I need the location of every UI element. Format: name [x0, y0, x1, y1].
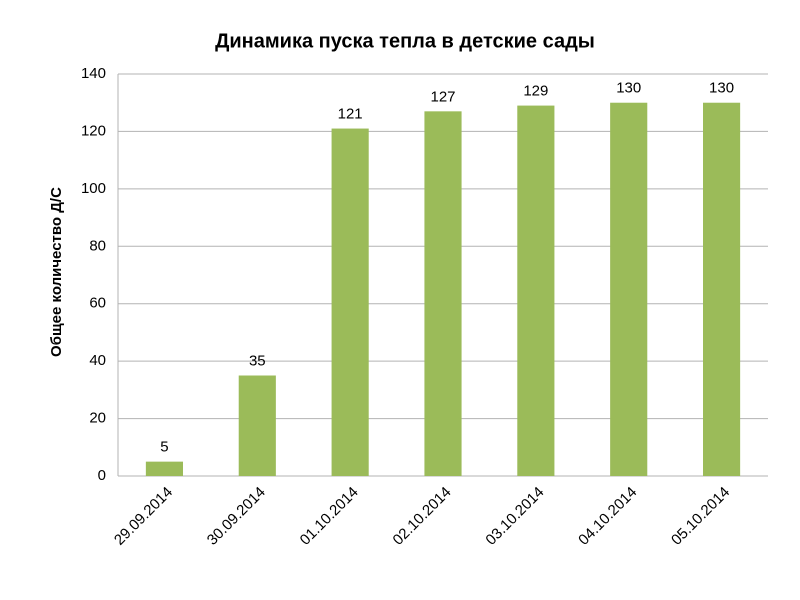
data-label: 129 [523, 83, 548, 100]
y-tick-label: 20 [89, 410, 106, 427]
bar [331, 128, 369, 477]
bar [424, 111, 462, 476]
x-tick-label: 02.10.2014 [390, 484, 455, 549]
data-label: 121 [338, 106, 363, 123]
y-tick-label: 80 [89, 237, 106, 254]
data-label: 130 [709, 80, 734, 97]
bar [610, 102, 648, 476]
x-tick-label: 04.10.2014 [575, 484, 640, 549]
x-tick-label: 29.09.2014 [111, 484, 176, 549]
chart-title: Динамика пуска тепла в детские сады [215, 30, 595, 52]
data-label: 127 [430, 88, 455, 105]
y-tick-label: 60 [89, 295, 106, 312]
y-axis-label: Общее количество Д/С [48, 187, 65, 357]
y-tick-label: 40 [89, 352, 106, 369]
data-label: 35 [249, 352, 266, 369]
bar [517, 105, 555, 476]
y-tick-label: 120 [81, 122, 106, 139]
y-tick-label: 100 [81, 180, 106, 197]
data-label: 130 [616, 80, 641, 97]
x-tick-label: 05.10.2014 [668, 484, 733, 549]
x-tick-label: 01.10.2014 [297, 484, 362, 549]
y-tick-label: 0 [98, 467, 106, 484]
bar [703, 102, 741, 476]
y-tick-label: 140 [81, 65, 106, 82]
x-tick-label: 30.09.2014 [204, 484, 269, 549]
bar [145, 461, 183, 476]
data-label: 5 [160, 439, 168, 456]
x-tick-label: 03.10.2014 [482, 484, 547, 549]
bar [238, 375, 276, 476]
